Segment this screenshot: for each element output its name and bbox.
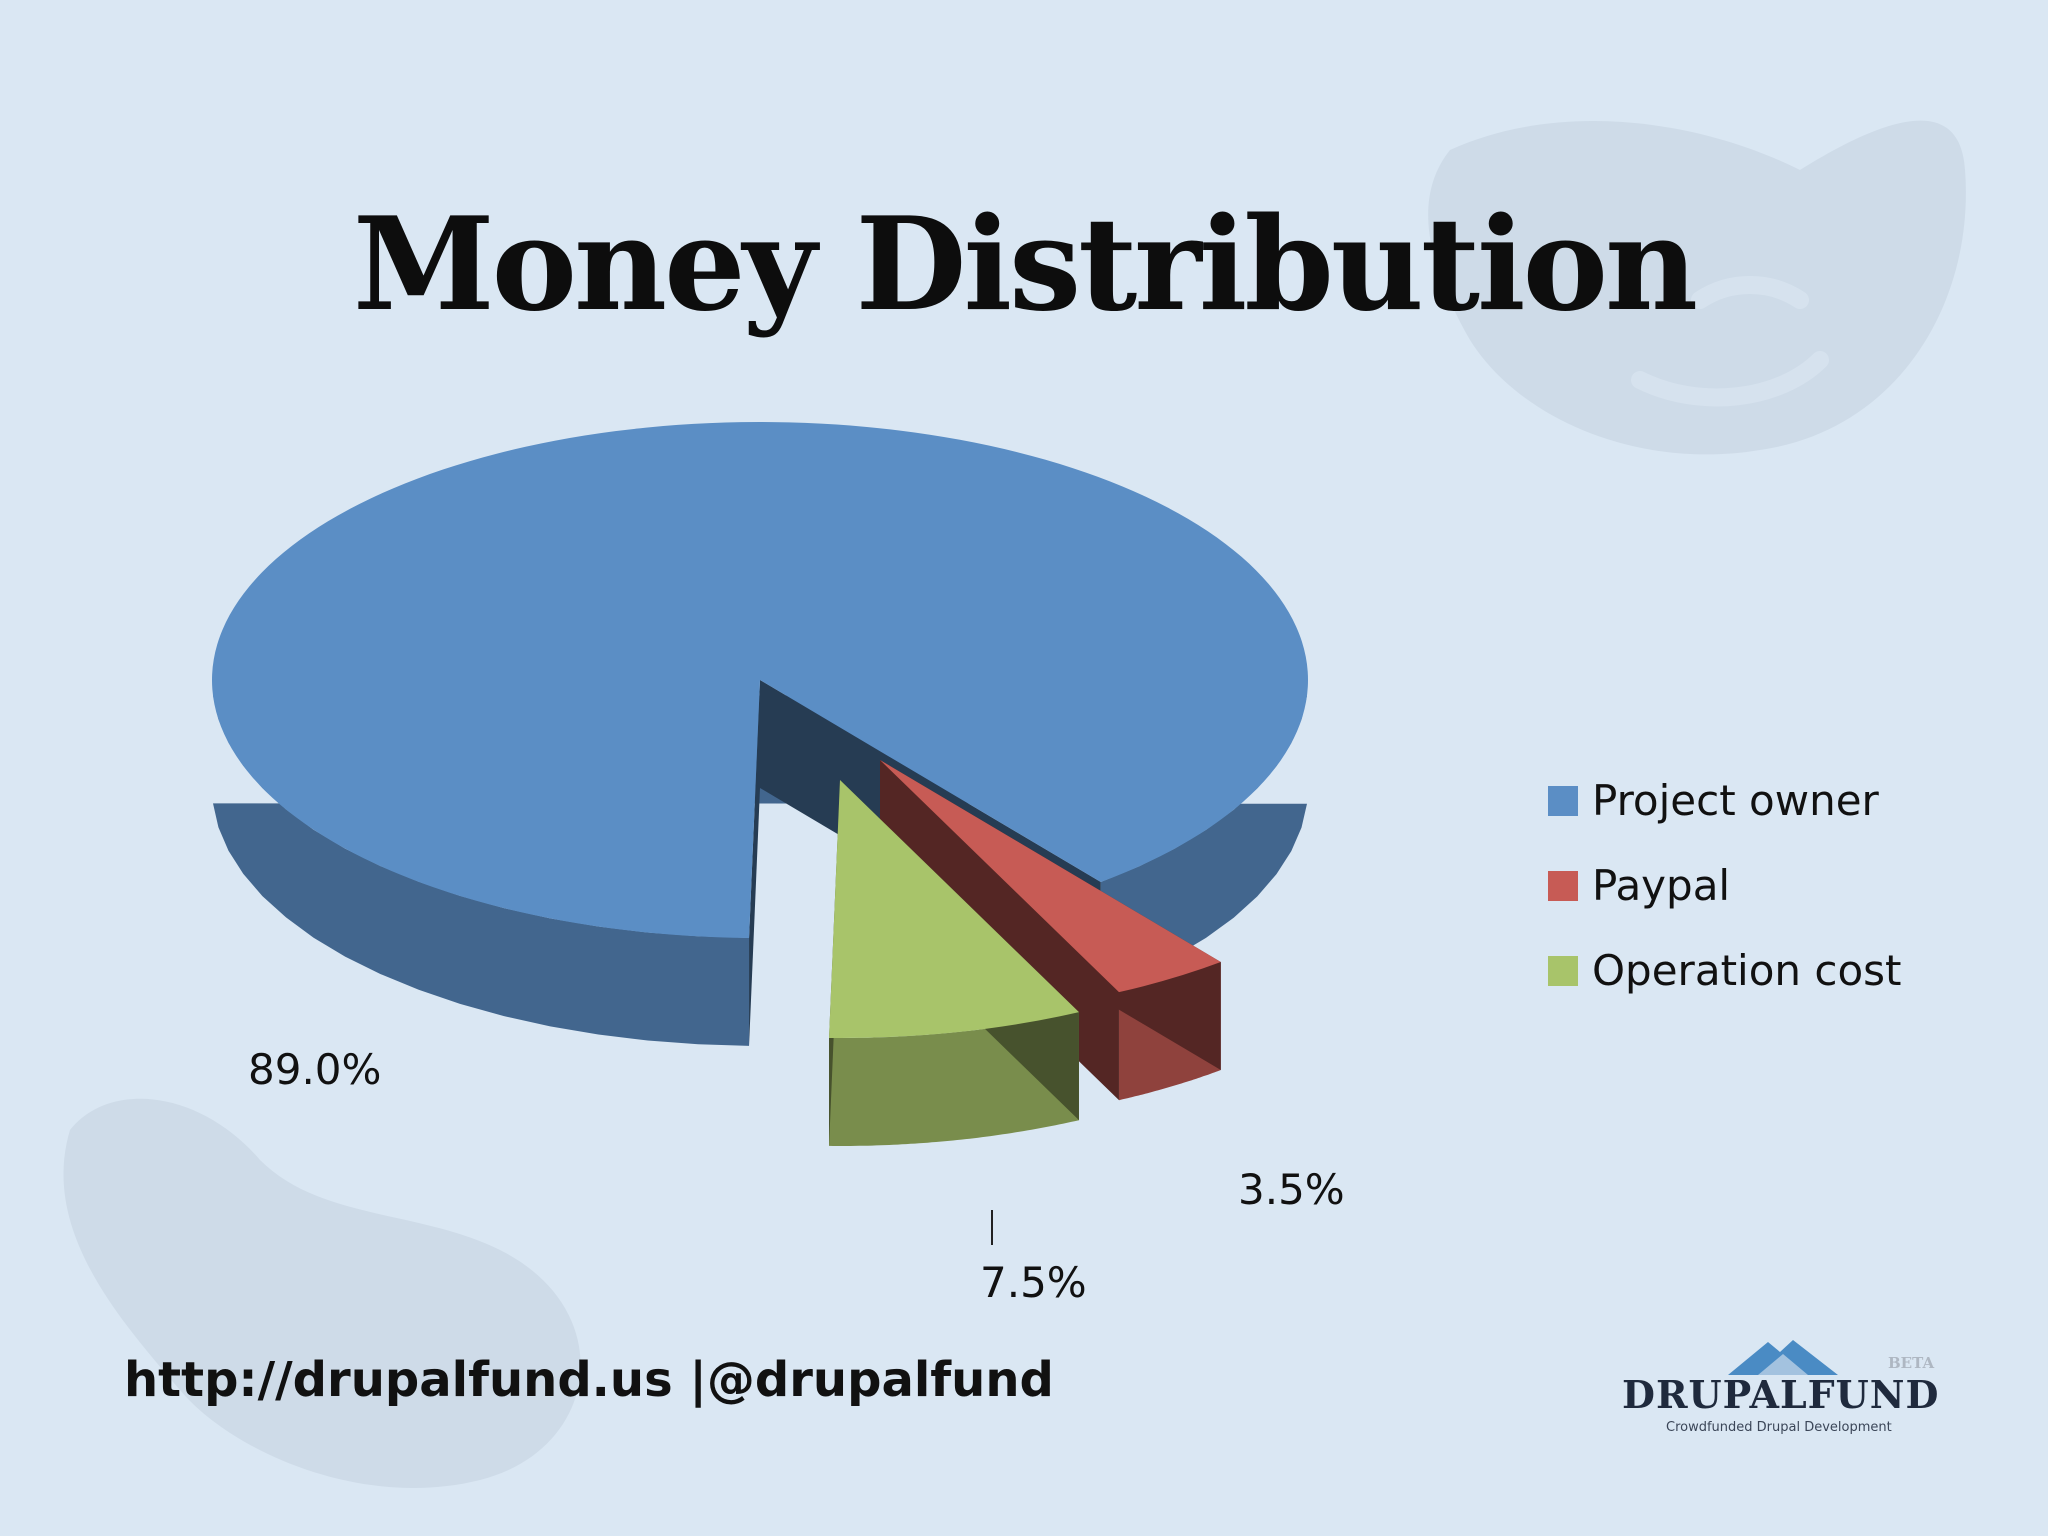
data-label-paypal: 3.5%: [1238, 1165, 1345, 1214]
logo-beta-badge: BETA: [1888, 1354, 1935, 1372]
footer-link[interactable]: http://drupalfund.us |@drupalfund: [124, 1352, 1054, 1408]
data-label-project-owner: 89.0%: [248, 1045, 382, 1094]
pie-wall-project-owner-0: [749, 680, 760, 1046]
legend-item-paypal: Paypal: [1548, 843, 1902, 928]
legend-item-operation-cost: Operation cost: [1548, 928, 1902, 1013]
watermark-drop-top-right: [1428, 120, 1966, 455]
drupalfund-logo: BETA DRUPALFUND Crowdfunded Drupal Devel…: [1608, 1330, 1968, 1440]
pie-top-paypal: [880, 760, 1221, 993]
legend-item-project-owner: Project owner: [1548, 758, 1902, 843]
chart-title: Money Distribution: [352, 190, 1698, 340]
pie-top-project-owner: [212, 422, 1309, 938]
logo-tagline: Crowdfunded Drupal Development: [1666, 1420, 1892, 1435]
chart-legend: Project owner Paypal Operation cost: [1548, 758, 1902, 1013]
pie-top-operation-cost: [829, 780, 1079, 1038]
logo-name: DRUPALFUND: [1622, 1372, 1940, 1417]
legend-label-paypal: Paypal: [1592, 861, 1731, 910]
legend-label-operation-cost: Operation cost: [1592, 946, 1902, 995]
pie-slice-operation-cost: [829, 780, 1079, 1146]
data-label-operation-cost: 7.5%: [980, 1258, 1087, 1307]
legend-label-project-owner: Project owner: [1592, 776, 1879, 825]
watermark-drop-bottom-left: [63, 1098, 581, 1488]
legend-swatch-project-owner: [1548, 785, 1578, 816]
legend-swatch-paypal: [1548, 870, 1578, 901]
legend-swatch-operation-cost: [1548, 955, 1578, 986]
mountain-icon: [1728, 1340, 1838, 1375]
